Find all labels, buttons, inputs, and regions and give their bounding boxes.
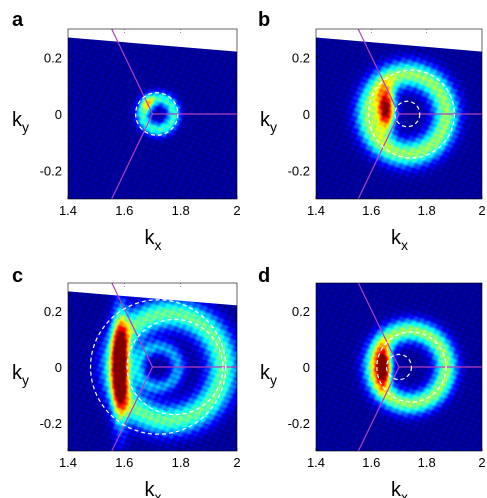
zone-boundary-line (111, 29, 154, 115)
x-tick-label: 1.6 (362, 203, 380, 218)
x-tick-label: 1.8 (172, 455, 190, 470)
y-tick-label: 0 (303, 360, 310, 375)
x-axis-label: kx (145, 479, 162, 498)
y-tick-labels: 0.2 0 -0.2 (40, 50, 71, 179)
panel-letter: d (258, 265, 270, 287)
zone-boundary-line (357, 29, 400, 115)
panel-letter: b (258, 9, 270, 31)
y-axis-label: ky (12, 362, 29, 388)
x-tick-label: 1.4 (59, 455, 77, 470)
y-tick-labels: 0.2 0 -0.2 (40, 304, 71, 431)
y-axis-label: ky (12, 109, 29, 135)
zone-boundary-line (357, 113, 400, 199)
panel-b: b 1.4 1.6 1.8 2 0.2 0 -0.2 kx ky (258, 9, 486, 253)
y-tick-label: 0 (55, 107, 62, 122)
panel-a: a 1.4 1.6 1.8 2 0.2 0 -0.2 kx ky (12, 9, 241, 253)
dashed-circle (135, 92, 179, 136)
y-axis-label: ky (260, 109, 277, 135)
x-tick-label: 1.8 (172, 203, 190, 218)
x-tick-label: 2 (478, 203, 485, 218)
x-tick-labels: 1.4 1.6 1.8 2 (59, 196, 241, 218)
y-axis-label: ky (260, 362, 277, 388)
x-tick-label: 1.8 (418, 455, 436, 470)
dashed-circle (126, 318, 224, 416)
zone-boundary-lines (357, 29, 482, 199)
zone-boundary-line (111, 283, 154, 368)
zone-boundary-line (357, 283, 400, 368)
x-axis-label: kx (391, 227, 408, 253)
x-tick-labels: 1.4 1.6 1.8 2 (307, 448, 486, 470)
y-tick-label: 0 (55, 360, 62, 375)
masked-region (68, 283, 237, 306)
zone-boundary-line (357, 366, 400, 451)
y-tick-label: 0.2 (292, 50, 310, 65)
x-tick-label: 2 (233, 455, 240, 470)
dashed-circle (89, 299, 227, 435)
y-tick-label: -0.2 (288, 416, 310, 431)
zone-boundary-lines (357, 283, 482, 451)
dashed-circle (367, 69, 455, 159)
x-tick-label: 1.6 (362, 455, 380, 470)
y-tick-label: -0.2 (40, 164, 62, 179)
x-tick-label: 2 (233, 203, 240, 218)
x-tick-label: 1.6 (115, 203, 133, 218)
y-tick-label: 0.2 (44, 304, 62, 319)
x-tick-labels: 1.4 1.6 1.8 2 (307, 196, 486, 218)
dashed-circle (376, 331, 447, 403)
y-tick-labels: 0.2 0 -0.2 (288, 304, 319, 431)
masked-region (68, 29, 237, 52)
panel-d: d 1.4 1.6 1.8 2 0.2 0 -0.2 kx ky (258, 265, 486, 498)
x-tick-label: 1.4 (307, 203, 325, 218)
x-tick-label: 1.4 (59, 203, 77, 218)
x-tick-label: 1.4 (307, 455, 325, 470)
zone-boundary-line (111, 113, 154, 199)
x-tick-label: 1.6 (115, 455, 133, 470)
panel-letter: c (12, 265, 23, 287)
x-axis-label: kx (145, 227, 162, 253)
x-tick-label: 2 (478, 455, 485, 470)
dashed-circle (394, 100, 421, 128)
panel-letter: a (12, 9, 24, 31)
zone-boundary-lines (111, 29, 237, 199)
y-tick-label: -0.2 (288, 164, 310, 179)
panel-c: c 1.4 1.6 1.8 2 0.2 0 -0.2 kx ky (12, 265, 241, 498)
y-tick-label: 0.2 (44, 50, 62, 65)
y-tick-label: 0.2 (292, 304, 310, 319)
zone-boundary-line (111, 366, 154, 451)
x-tick-labels: 1.4 1.6 1.8 2 (59, 448, 241, 470)
y-tick-label: 0 (303, 107, 310, 122)
y-tick-label: -0.2 (40, 416, 62, 431)
y-tick-labels: 0.2 0 -0.2 (288, 50, 319, 179)
x-tick-label: 1.8 (418, 203, 436, 218)
masked-region (316, 29, 482, 52)
x-axis-label: kx (391, 479, 408, 498)
dashed-circle (385, 353, 413, 381)
